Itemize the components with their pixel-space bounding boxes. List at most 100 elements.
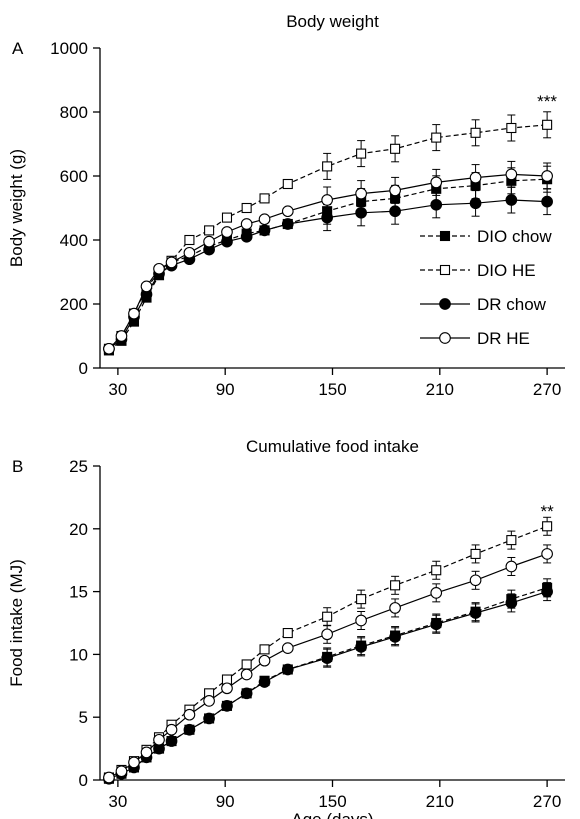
data-point [543, 522, 552, 531]
y-tick-label: 200 [60, 295, 88, 314]
legend-label: DIO HE [477, 261, 536, 280]
data-point [542, 196, 553, 207]
x-tick-label: 150 [318, 380, 346, 399]
data-point [391, 144, 400, 153]
chart-title: Body weight [286, 12, 379, 31]
data-point [431, 177, 442, 188]
data-point [322, 195, 333, 206]
data-point [431, 200, 442, 211]
data-point [323, 612, 332, 621]
data-point [470, 608, 481, 619]
data-point [356, 615, 367, 626]
data-point [104, 772, 115, 783]
legend: DIO chow DIO HE DR chow DR HE [420, 227, 552, 348]
legend-item: DIO chow [420, 227, 552, 246]
y-axis-label: Body weight (g) [7, 149, 26, 267]
data-point [166, 724, 177, 735]
data-point [356, 188, 367, 199]
data-point [184, 709, 195, 720]
data-point [322, 653, 333, 664]
significance-annotation: ** [540, 502, 554, 521]
data-point [222, 683, 233, 694]
data-point [431, 619, 442, 630]
series-dr-he [104, 161, 553, 354]
data-point [542, 171, 553, 182]
data-point [242, 204, 251, 213]
data-point [471, 549, 480, 558]
y-tick-label: 400 [60, 231, 88, 250]
x-tick-label: 150 [318, 792, 346, 811]
legend-marker [441, 266, 450, 275]
data-point [506, 561, 517, 572]
y-tick-label: 0 [79, 359, 88, 378]
x-axis-label: Age (days) [291, 810, 373, 819]
data-point [282, 206, 293, 217]
legend-label: DR chow [477, 295, 547, 314]
data-point [259, 214, 270, 225]
x-tick-label: 30 [108, 380, 127, 399]
data-point [259, 677, 270, 688]
legend-item: DIO HE [420, 261, 536, 280]
legend-label: DR HE [477, 329, 530, 348]
data-point [470, 575, 481, 586]
data-point [470, 198, 481, 209]
data-point [356, 208, 367, 219]
data-point [542, 549, 553, 560]
data-point [241, 669, 252, 680]
data-point [204, 236, 215, 247]
data-point [506, 195, 517, 206]
legend-marker [440, 299, 451, 310]
y-tick-label: 600 [60, 167, 88, 186]
legend-marker [440, 333, 451, 344]
data-point [260, 194, 269, 203]
data-point [471, 128, 480, 137]
data-point [282, 664, 293, 675]
y-tick-label: 25 [69, 457, 88, 476]
legend-marker [441, 232, 450, 241]
y-tick-label: 5 [79, 708, 88, 727]
data-point [184, 248, 195, 259]
data-point [507, 124, 516, 133]
panel-label: B [12, 457, 23, 476]
data-point [356, 642, 367, 653]
x-tick-label: 90 [216, 792, 235, 811]
data-point [357, 149, 366, 158]
data-point [432, 133, 441, 142]
data-point [282, 219, 293, 230]
legend-label: DIO chow [477, 227, 552, 246]
data-point [323, 162, 332, 171]
data-point [431, 588, 442, 599]
data-point [470, 172, 481, 183]
data-point [241, 688, 252, 699]
data-point [432, 566, 441, 575]
data-point [357, 595, 366, 604]
x-tick-label: 30 [108, 792, 127, 811]
significance-annotation: *** [537, 92, 557, 111]
data-point [390, 603, 401, 614]
y-tick-label: 10 [69, 645, 88, 664]
y-axis-label: Food intake (MJ) [7, 559, 26, 687]
series-dio-chow [104, 579, 551, 783]
data-point [283, 629, 292, 638]
data-point [507, 536, 516, 545]
data-point [141, 747, 152, 758]
legend-item: DR HE [420, 329, 530, 348]
data-point [129, 757, 140, 768]
data-point [204, 713, 215, 724]
data-point [166, 257, 177, 268]
y-tick-label: 800 [60, 103, 88, 122]
data-point [282, 643, 293, 654]
panel-label: A [12, 39, 24, 58]
data-point [222, 213, 231, 222]
data-point [242, 660, 251, 669]
data-point [506, 169, 517, 180]
data-point [260, 645, 269, 654]
data-point [390, 185, 401, 196]
y-tick-label: 15 [69, 583, 88, 602]
data-point [222, 701, 233, 712]
data-point [543, 120, 552, 129]
data-point [166, 736, 177, 747]
data-point [322, 212, 333, 223]
data-point [184, 724, 195, 735]
